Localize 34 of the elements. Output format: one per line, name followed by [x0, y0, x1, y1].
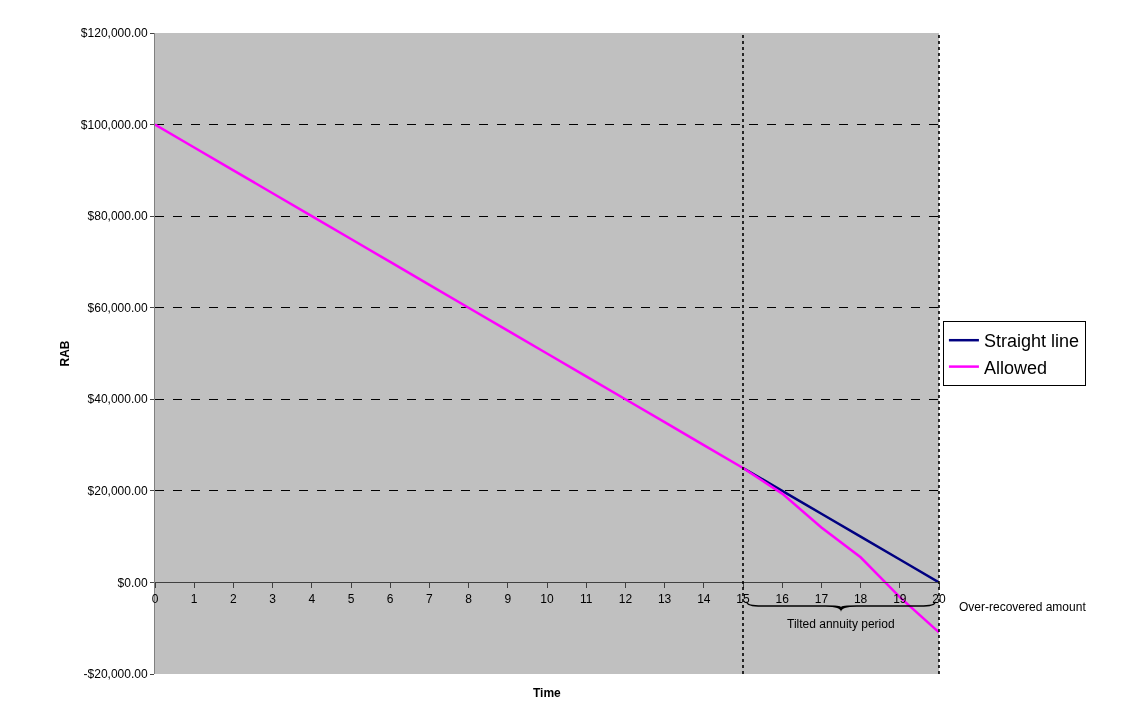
x-tick-label: 14 [697, 591, 711, 606]
x-tick-label: 12 [618, 591, 633, 606]
x-tick-label: 15 [736, 591, 750, 606]
y-tick-label: $0.00 [117, 575, 148, 590]
x-tick-label: 5 [347, 591, 355, 606]
y-tick-label: $40,000.00 [87, 392, 148, 407]
x-tick-label: 20 [932, 591, 946, 606]
x-tick-label: 7 [426, 591, 434, 606]
legend-label: Straight line [983, 331, 1079, 352]
x-tick-label: 6 [386, 591, 394, 606]
x-tick-label: 18 [853, 591, 868, 606]
y-axis-title: RAB [58, 340, 73, 367]
y-tick-label: $60,000.00 [87, 300, 148, 315]
x-tick-label: 1 [190, 591, 198, 606]
y-tick-label: $20,000.00 [87, 484, 148, 499]
text: Over-recovered amount [959, 600, 1087, 614]
x-tick-label: 4 [308, 591, 316, 606]
x-tick-label: 17 [814, 591, 829, 606]
x-axis-title: Time [533, 686, 562, 700]
x-tick-label: 9 [504, 591, 512, 606]
x-tick-label: 11 [579, 591, 593, 606]
y-tick-label: $120,000.00 [80, 26, 148, 41]
x-tick-label: 8 [465, 591, 473, 606]
x-tick-label: 16 [775, 591, 790, 606]
y-tick-label: $100,000.00 [80, 117, 148, 132]
x-tick-label: 3 [269, 591, 277, 606]
annotation: Tilted annuity period [787, 617, 895, 631]
legend-label: Allowed [983, 357, 1047, 378]
x-tick-label: 10 [540, 591, 554, 606]
y-tick-label: -$20,000.00 [83, 667, 148, 682]
y-tick-label: $80,000.00 [87, 209, 148, 224]
x-tick-label: 13 [657, 591, 672, 606]
x-tick-label: 2 [230, 591, 238, 606]
x-tick-label: 0 [151, 591, 159, 606]
